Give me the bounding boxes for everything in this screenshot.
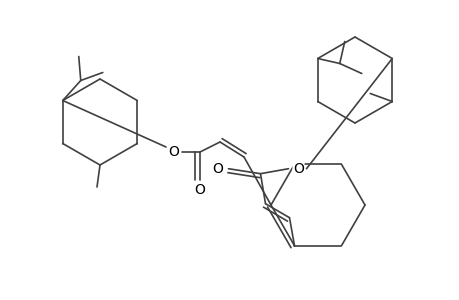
Text: O: O: [168, 145, 179, 159]
Text: O: O: [292, 162, 303, 176]
Text: O: O: [212, 162, 223, 176]
Text: O: O: [194, 183, 205, 197]
